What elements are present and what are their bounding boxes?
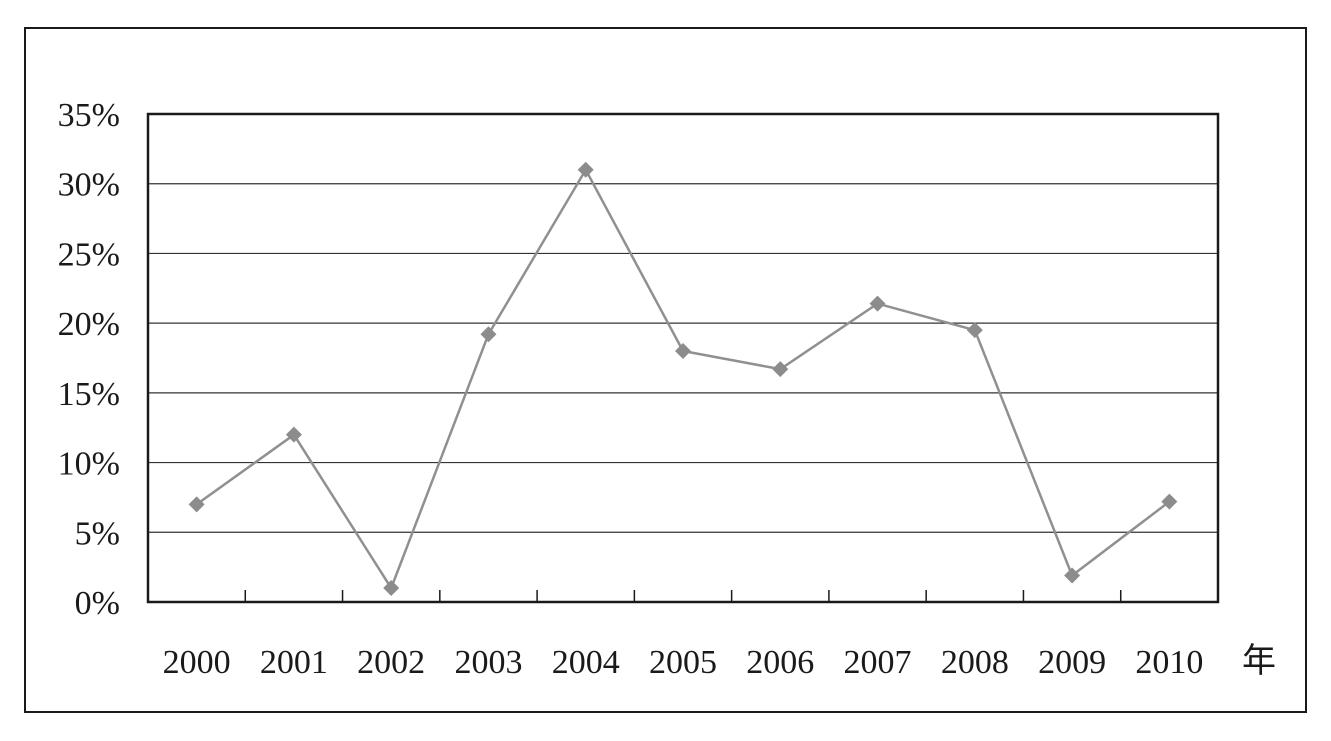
y-tick-label: 25% (58, 236, 120, 273)
data-point (188, 496, 205, 513)
y-tick-label: 10% (58, 446, 120, 483)
series-line-group (195, 167, 1171, 591)
data-point (480, 326, 497, 343)
x-axis-tick-labels: 2000 2001 2002 2003 2004 2005 2006 2007 2008 2009… (163, 644, 1204, 681)
y-tick-label: 35% (58, 97, 120, 134)
y-tick-label: 15% (58, 376, 120, 413)
chart-frame (24, 27, 1307, 713)
x-tick-label: 2010 (1135, 644, 1203, 681)
x-tick-label: 2005 (649, 644, 717, 681)
data-markers (188, 161, 1178, 597)
x-tick-label: 2006 (746, 644, 814, 681)
data-point (772, 361, 789, 378)
y-tick-label: 5% (75, 515, 120, 552)
x-tick-label: 2000 (163, 644, 231, 681)
x-tick-label: 2001 (260, 644, 328, 681)
data-point (675, 343, 691, 360)
series-line (195, 167, 1171, 591)
x-tick-label: 2008 (941, 644, 1009, 681)
gridlines (148, 183, 1218, 533)
data-point (869, 295, 886, 312)
data-point (1064, 567, 1081, 584)
y-tick-label: 30% (58, 167, 120, 204)
x-tick-label: 2003 (454, 644, 522, 681)
y-tick-label: 20% (58, 306, 120, 343)
data-point (577, 161, 594, 178)
plot-area-border (146, 112, 1220, 604)
x-tick-label: 2004 (552, 644, 620, 681)
y-tick-label: 0% (75, 585, 120, 622)
y-axis-tick-labels: 0% 5% 10% 15% 20% 25% 30% 35% (58, 97, 120, 622)
data-point (1161, 493, 1178, 510)
x-tick-label: 2002 (357, 644, 425, 681)
data-point (966, 322, 983, 339)
x-axis-unit-label: 年 (1242, 641, 1276, 681)
x-axis-ticks (244, 590, 1122, 602)
x-tick-label: 2009 (1038, 644, 1106, 681)
data-point (285, 426, 302, 443)
data-point (383, 580, 400, 597)
x-tick-label: 2007 (844, 644, 912, 681)
